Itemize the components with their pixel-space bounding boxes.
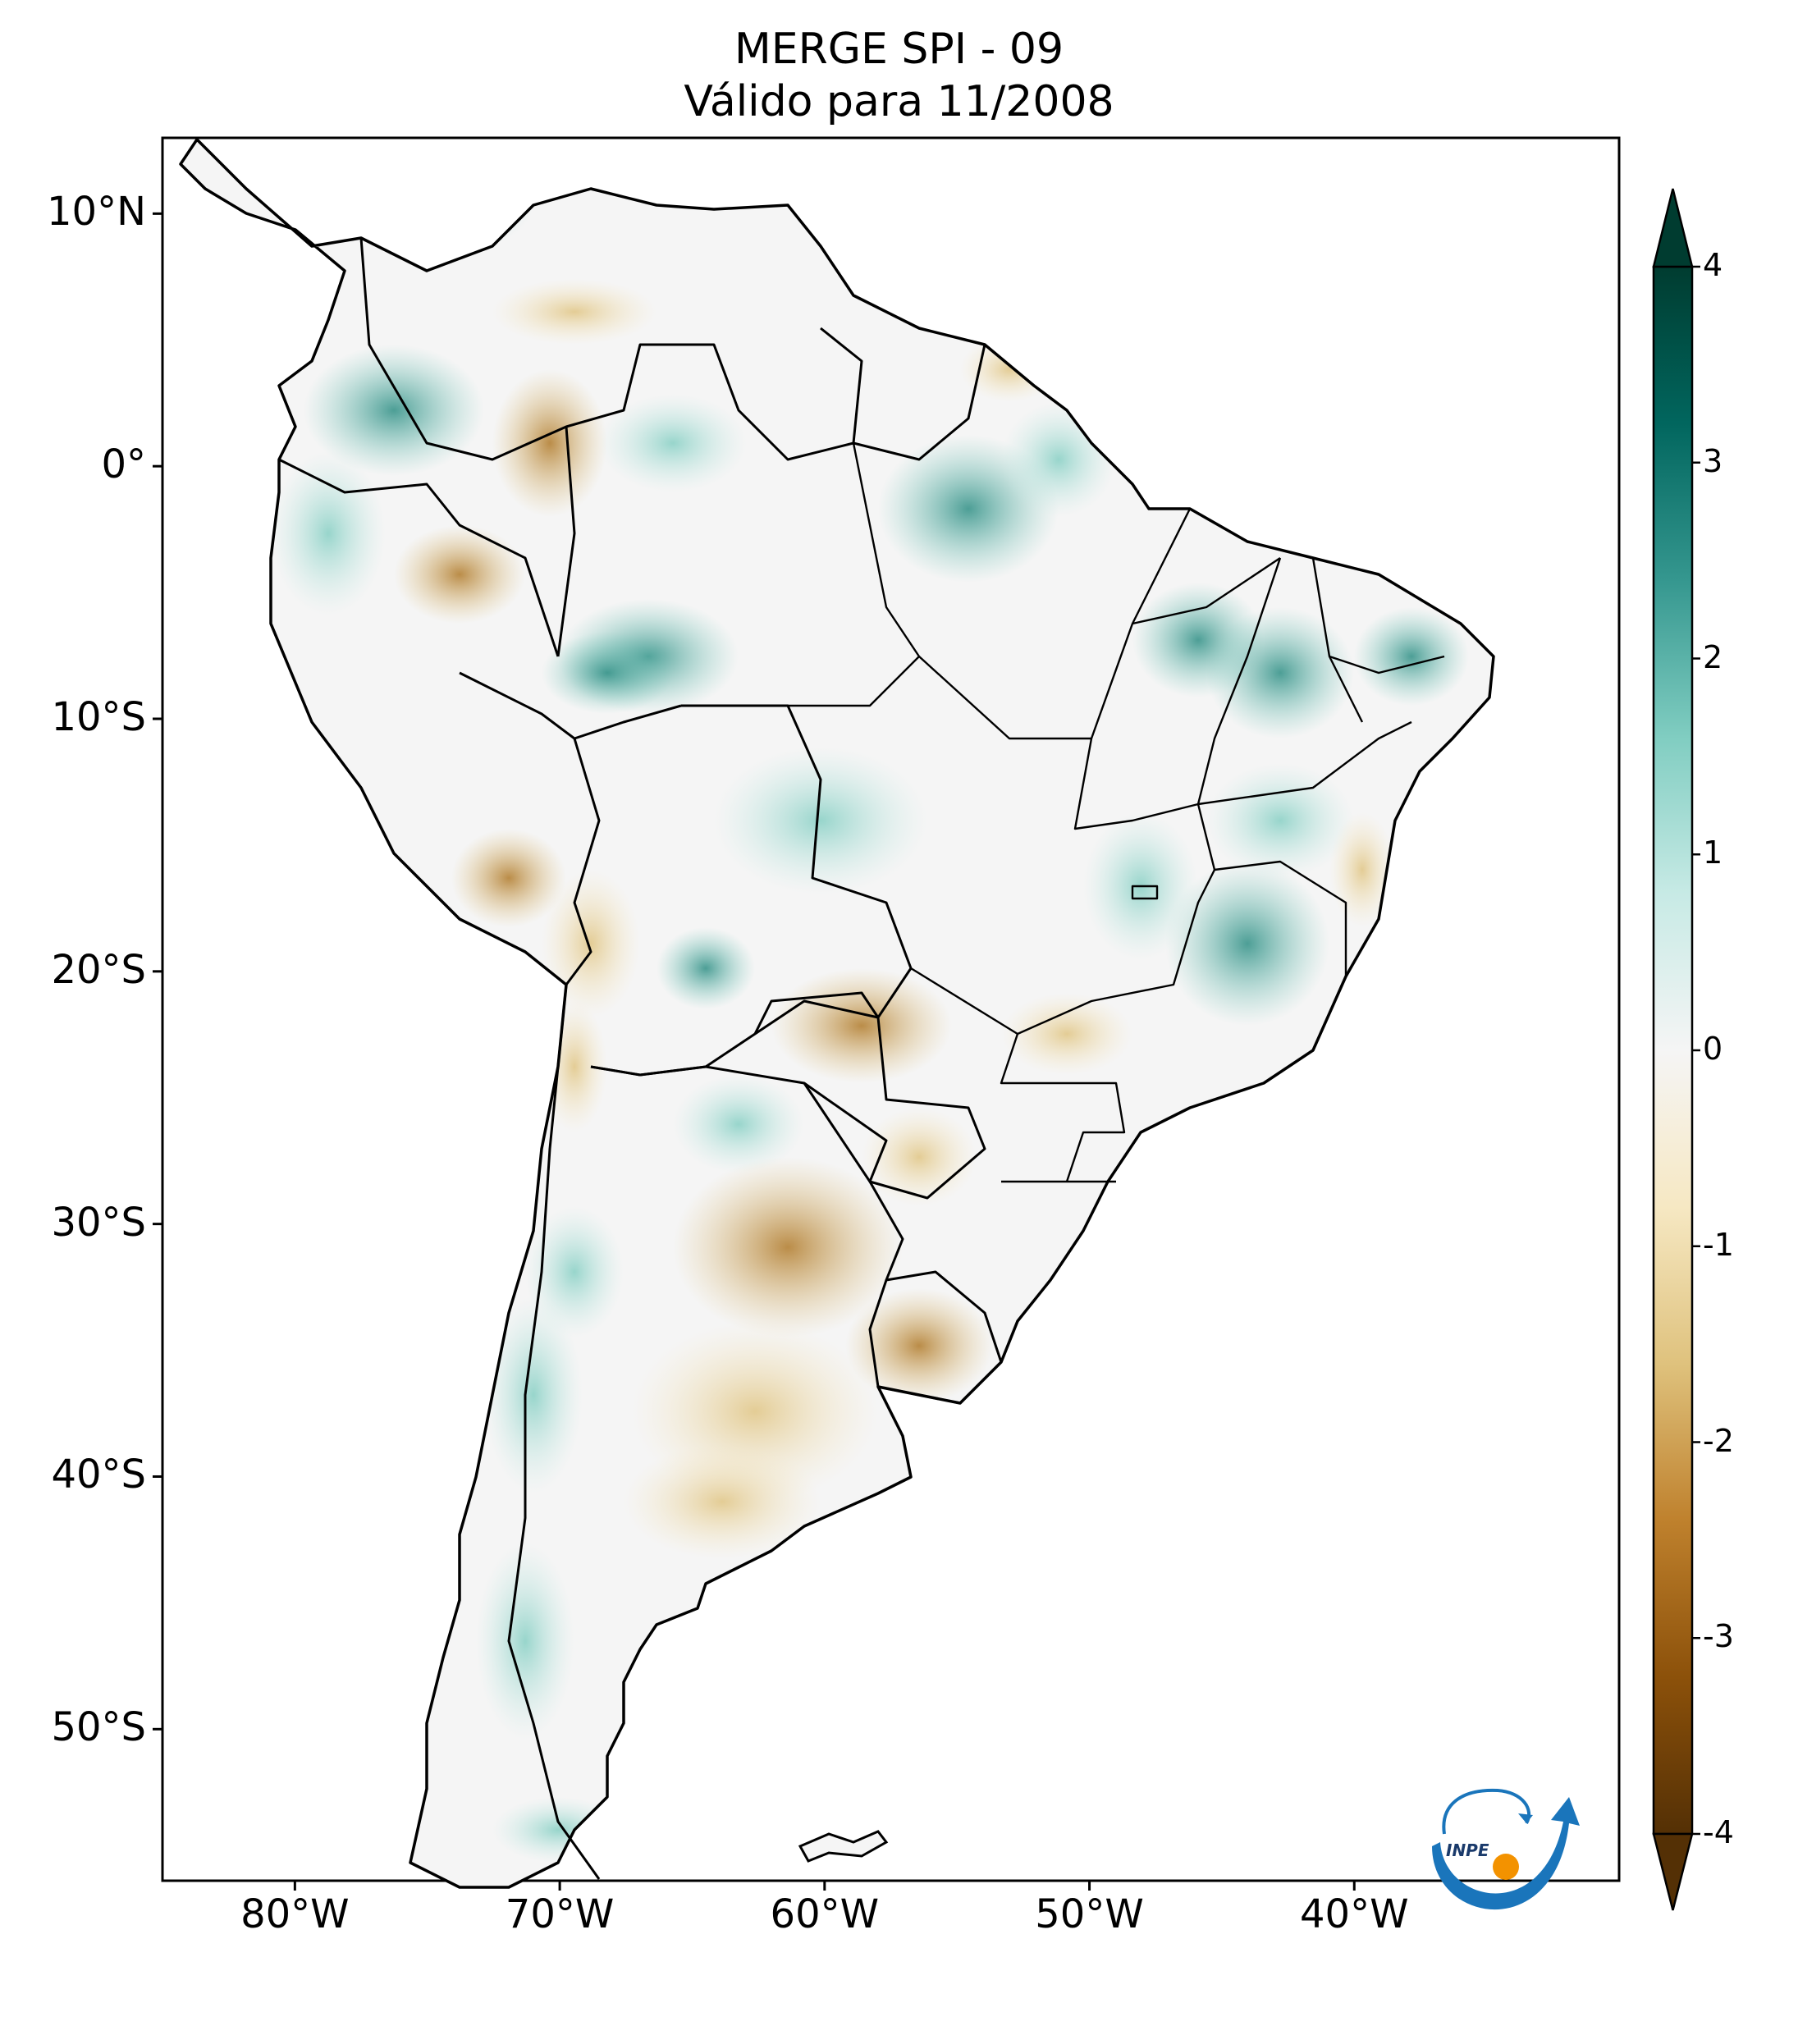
paraguay-border [753,991,986,1200]
federal-district-border [1131,885,1159,900]
state-border-ceara [1311,557,1445,674]
wet-anomaly-patch [657,927,755,1009]
wet-anomaly-patch [599,394,747,492]
state-border-south [1000,1033,1126,1182]
wet-anomaly-patch [1354,607,1469,706]
dry-anomaly-patch [1001,993,1132,1075]
latitude-tick-label: 20°S [51,946,146,993]
coastline [179,138,1495,1889]
suriname-border [853,344,986,461]
colorbar [1652,188,1700,1911]
wet-anomaly-patch [714,747,927,894]
ecuador-border [278,458,560,657]
longitude-tick-label: 40°W [1299,1891,1409,1937]
dry-anomaly-patch [624,1444,821,1559]
country-borders [278,237,1003,1880]
map-title-line1: MERGE SPI - 09 [734,25,1064,74]
latitude-tick-label: 40°S [51,1452,146,1498]
logo-orbit-arrowhead [1518,1813,1533,1823]
colorbar-tick-label: 0 [1703,1031,1723,1067]
state-borders [788,442,1445,1183]
chile-argentina-border [507,984,601,1880]
wet-anomaly-patch [542,632,673,714]
logo-orbit-arc [1442,1788,1531,1835]
state-border-bahia-north [1197,720,1412,806]
colorbar-tick-label: 2 [1703,638,1723,675]
peru-bolivia-border [565,738,601,985]
state-border-para-mato-grosso [918,656,1091,740]
state-border-piaui [1196,557,1282,805]
inpe-logo: INPE [1432,1788,1580,1910]
guyana-border [820,327,863,444]
state-border-minas-goias [1017,869,1216,1036]
longitude-tick-label: 80°W [240,1891,350,1937]
latitude-tick-label: 0° [101,441,146,488]
colorbar-tick-label: 1 [1703,835,1723,871]
wet-anomaly-patch [673,1075,804,1173]
longitude-tick-label: 50°W [1035,1891,1144,1937]
dry-anomaly-patch [492,369,607,517]
colorbar-tick-label: -4 [1703,1814,1734,1850]
logo-sun [1493,1854,1519,1880]
dry-anomaly-patch [771,968,952,1083]
longitude-tick-label: 60°W [770,1891,880,1937]
colorbar-tick-label: 3 [1703,442,1723,479]
uruguay-border [868,1270,1003,1405]
logo-swoosh [1432,1797,1580,1910]
colorbar-tick-label: -3 [1703,1618,1734,1655]
latitude-ticks [153,212,162,1731]
dry-anomaly-patch [542,870,640,1017]
wet-anomaly-patch [484,1296,583,1493]
wet-anomaly-patch [1206,607,1354,738]
argentina-north-border [590,1065,904,1281]
state-border-tocantins-goias [1073,738,1216,871]
latitude-tick-label: 50°S [51,1704,146,1751]
colombia-border [359,237,576,657]
wet-anomaly-patch [1206,763,1354,878]
dry-anomaly-patch [845,1288,993,1403]
colorbar-body [1652,265,1694,1836]
colorbar-tick-label: -2 [1703,1422,1734,1459]
wet-anomaly-patch [304,345,484,476]
wet-anomaly-patch [476,1543,574,1740]
colorbar-top-extension [1652,188,1694,268]
state-border-minas-bahia [1214,860,1347,976]
wet-anomaly-patch [271,451,386,615]
latitude-tick-label: 10°N [47,189,146,235]
state-border-mato-grosso-do-sul [910,967,1018,1036]
venezuela-border [565,343,854,461]
latitude-tick-label: 30°S [51,1199,146,1246]
falkland-islands [798,1830,889,1863]
dry-anomaly-patch [451,829,566,927]
dry-anomaly-patch [394,525,525,624]
colorbar-ticks [1692,265,1700,1836]
dry-anomaly-patch [492,279,657,345]
map-title-line2: Válido para 11/2008 [684,77,1114,126]
colorbar-bottom-extension [1652,1832,1694,1911]
longitude-ticks [293,1881,1356,1891]
logo-text: INPE [1446,1841,1489,1860]
dry-anomaly-patch [1329,812,1395,927]
longitude-tick-label: 70°W [505,1891,615,1937]
latitude-tick-label: 10°S [51,694,146,740]
dry-anomaly-patch [673,1157,903,1338]
state-border-pernambuco [1328,656,1364,723]
state-border-maranhao [1132,557,1281,625]
colorbar-tick-label: 4 [1703,247,1723,283]
colorbar-tick-label: -1 [1703,1226,1734,1263]
wet-anomaly-patch [1165,862,1329,1026]
